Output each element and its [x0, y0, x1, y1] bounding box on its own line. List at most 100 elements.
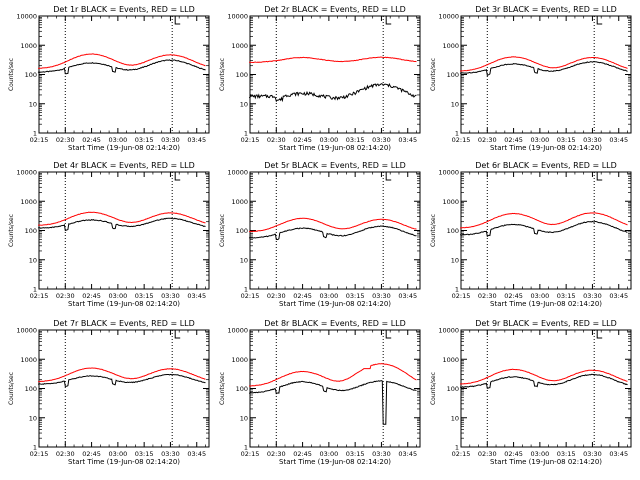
- x-tick-label: 03:30: [161, 292, 180, 300]
- y-tick-label: 1000: [231, 198, 248, 206]
- x-tick-label: 02:15: [241, 136, 260, 144]
- y-tick-label: 10: [451, 100, 459, 108]
- x-tick-label: 02:45: [504, 136, 523, 144]
- y-axis-label: Counts/sec: [8, 214, 15, 247]
- x-tick-label: 03:15: [557, 136, 576, 144]
- y-tick-label: 100: [236, 71, 248, 79]
- y-tick-label: 1000: [442, 356, 459, 364]
- x-tick-label: 03:45: [609, 292, 628, 300]
- x-tick-label: 02:30: [56, 450, 75, 458]
- y-tick-label: 10000: [16, 169, 37, 177]
- y-tick-label: 1000: [442, 42, 459, 50]
- y-tick-label: 1000: [20, 356, 37, 364]
- panel-title: Det 4r BLACK = Events, RED = LLD: [53, 161, 195, 170]
- x-tick-label: 03:30: [372, 292, 391, 300]
- y-tick-label: 1: [244, 286, 248, 294]
- y-tick-label: 10000: [438, 169, 459, 177]
- x-tick-label: 03:00: [530, 136, 549, 144]
- bracket-marker: [174, 16, 181, 25]
- plot-frame: [249, 171, 421, 290]
- y-tick-label: 1: [455, 444, 459, 452]
- x-tick-label: 03:00: [108, 136, 127, 144]
- x-tick-label: 03:45: [187, 450, 206, 458]
- x-tick-label: 03:45: [609, 136, 628, 144]
- lld-series-line: [459, 56, 628, 72]
- plot-frame: [38, 15, 210, 134]
- x-axis-label: Start Time (19-Jun-08 02:14:20): [490, 144, 602, 152]
- x-tick-label: 03:15: [135, 136, 154, 144]
- y-tick-label: 1: [244, 130, 248, 138]
- events-series-line: [249, 225, 417, 241]
- x-tick-label: 02:15: [30, 136, 49, 144]
- detector-panel-5: Det 5r BLACK = Events, RED = LLD 1 10 100 10…: [219, 161, 421, 308]
- y-axis-label: Counts/sec: [8, 58, 15, 91]
- x-tick-label: 02:15: [452, 136, 471, 144]
- y-tick-label: 1000: [231, 42, 248, 50]
- x-tick-label: 03:00: [530, 292, 549, 300]
- panel-title: Det 5r BLACK = Events, RED = LLD: [264, 161, 406, 170]
- y-tick-label: 10000: [16, 327, 37, 335]
- y-tick-label: 100: [236, 385, 248, 393]
- panel-title: Det 2r BLACK = Events, RED = LLD: [264, 5, 406, 14]
- x-tick-label: 03:30: [583, 450, 602, 458]
- lld-series-line: [37, 211, 206, 226]
- bracket-marker: [596, 16, 603, 25]
- x-tick-label: 02:30: [56, 136, 75, 144]
- panel-title: Det 6r BLACK = Events, RED = LLD: [475, 161, 617, 170]
- x-tick-label: 02:45: [293, 292, 312, 300]
- y-tick-label: 1: [455, 286, 459, 294]
- x-tick-label: 02:45: [82, 292, 101, 300]
- y-tick-label: 10000: [227, 327, 248, 335]
- x-tick-label: 03:00: [108, 450, 127, 458]
- y-tick-label: 10: [240, 256, 248, 264]
- y-tick-label: 1000: [442, 198, 459, 206]
- x-tick-label: 02:45: [504, 450, 523, 458]
- x-tick-label: 02:45: [293, 450, 312, 458]
- x-tick-label: 02:15: [452, 292, 471, 300]
- detector-panel-2: Det 2r BLACK = Events, RED = LLD 1 10 100 10…: [219, 5, 421, 152]
- events-series-line: [460, 220, 628, 238]
- x-tick-label: 03:30: [583, 136, 602, 144]
- y-tick-label: 10000: [438, 13, 459, 21]
- x-tick-label: 03:45: [398, 450, 417, 458]
- x-tick-label: 03:45: [398, 292, 417, 300]
- x-tick-label: 02:30: [267, 450, 286, 458]
- plot-frame: [38, 329, 210, 448]
- x-tick-label: 03:00: [108, 292, 127, 300]
- x-tick-label: 03:15: [557, 292, 576, 300]
- plot-frame: [460, 15, 632, 134]
- detector-panel-8: Det 8r BLACK = Events, RED = LLD 1 10 100 10…: [219, 319, 421, 466]
- x-tick-label: 02:30: [267, 292, 286, 300]
- events-series-line: [38, 373, 206, 387]
- x-tick-label: 02:45: [82, 136, 101, 144]
- y-tick-label: 1: [244, 444, 248, 452]
- bracket-marker: [385, 330, 392, 339]
- y-tick-label: 1000: [231, 356, 248, 364]
- x-axis-label: Start Time (19-Jun-08 02:14:20): [279, 458, 391, 466]
- x-tick-label: 03:30: [372, 450, 391, 458]
- x-tick-label: 03:30: [161, 450, 180, 458]
- y-tick-label: 1: [33, 130, 37, 138]
- x-tick-label: 03:00: [530, 450, 549, 458]
- x-axis-label: Start Time (19-Jun-08 02:14:20): [279, 300, 391, 308]
- bracket-marker: [385, 16, 392, 25]
- y-tick-label: 10: [240, 100, 248, 108]
- y-axis-label: Counts/sec: [430, 58, 437, 91]
- x-axis-label: Start Time (19-Jun-08 02:14:20): [68, 458, 180, 466]
- x-tick-label: 02:30: [56, 292, 75, 300]
- x-tick-label: 02:30: [478, 292, 497, 300]
- plot-frame: [38, 171, 210, 290]
- x-tick-label: 03:45: [398, 136, 417, 144]
- x-tick-label: 02:30: [267, 136, 286, 144]
- x-tick-label: 02:30: [478, 136, 497, 144]
- x-tick-label: 03:00: [319, 292, 338, 300]
- x-axis-label: Start Time (19-Jun-08 02:14:20): [279, 144, 391, 152]
- panel-title: Det 1r BLACK = Events, RED = LLD: [53, 5, 195, 14]
- detector-panel-7: Det 7r BLACK = Events, RED = LLD 1 10 100 10…: [8, 319, 210, 466]
- y-tick-label: 10000: [227, 13, 248, 21]
- y-tick-label: 100: [447, 227, 459, 235]
- lld-series-line: [37, 53, 206, 69]
- y-axis-label: Counts/sec: [219, 58, 226, 91]
- x-tick-label: 03:45: [187, 136, 206, 144]
